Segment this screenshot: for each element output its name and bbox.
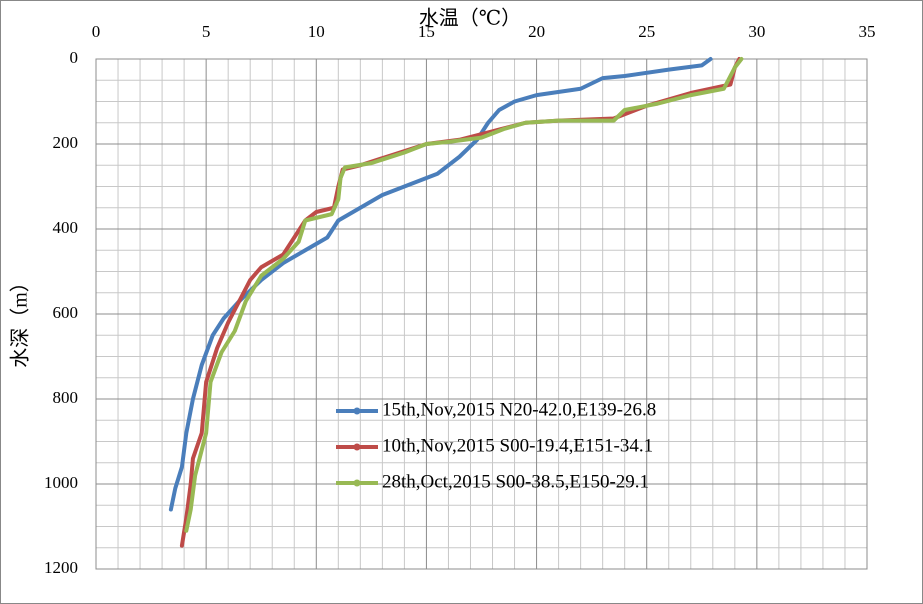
y-tick-label: 200 [53, 133, 79, 152]
series-line [184, 57, 744, 533]
x-tick-label: 15 [418, 22, 435, 41]
y-axis-title: 水深（m） [9, 272, 32, 368]
y-tick-label: 600 [53, 303, 79, 322]
x-tick-label: 0 [92, 22, 101, 41]
series-line [168, 57, 713, 512]
legend-label: 28th,Oct,2015 S00-38.5,E150-29.1 [382, 471, 649, 492]
x-tick-label: 20 [528, 22, 545, 41]
x-tick-label: 5 [202, 22, 211, 41]
legend-marker [353, 443, 361, 451]
y-tick-label: 1000 [44, 473, 78, 492]
legend-marker [353, 479, 361, 487]
x-tick-label: 25 [638, 22, 655, 41]
x-axis-title: 水温（℃） [419, 7, 521, 30]
x-tick-label: 30 [748, 22, 765, 41]
legend-marker [353, 407, 361, 415]
y-tick-label: 400 [53, 218, 79, 237]
x-tick-label: 10 [308, 22, 325, 41]
y-tick-label: 1200 [44, 558, 78, 577]
legend-label: 10th,Nov,2015 S00-19.4,E151-34.1 [382, 435, 653, 456]
y-tick-label: 800 [53, 388, 79, 407]
x-tick-label: 35 [859, 22, 876, 41]
y-tick-label: 0 [70, 48, 79, 67]
legend-label: 15th,Nov,2015 N20-42.0,E139-26.8 [382, 399, 656, 420]
plot-frame [95, 58, 868, 570]
